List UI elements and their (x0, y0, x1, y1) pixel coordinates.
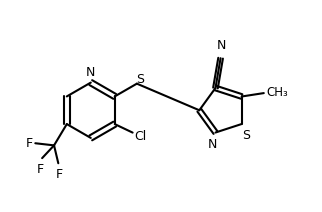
Text: N: N (207, 138, 217, 151)
Text: Cl: Cl (135, 130, 147, 142)
Text: N: N (217, 39, 226, 52)
Text: CH₃: CH₃ (266, 86, 288, 99)
Text: S: S (136, 73, 144, 86)
Text: F: F (56, 168, 63, 181)
Text: S: S (242, 129, 250, 142)
Text: F: F (26, 137, 33, 150)
Text: N: N (86, 66, 95, 79)
Text: F: F (37, 163, 44, 176)
